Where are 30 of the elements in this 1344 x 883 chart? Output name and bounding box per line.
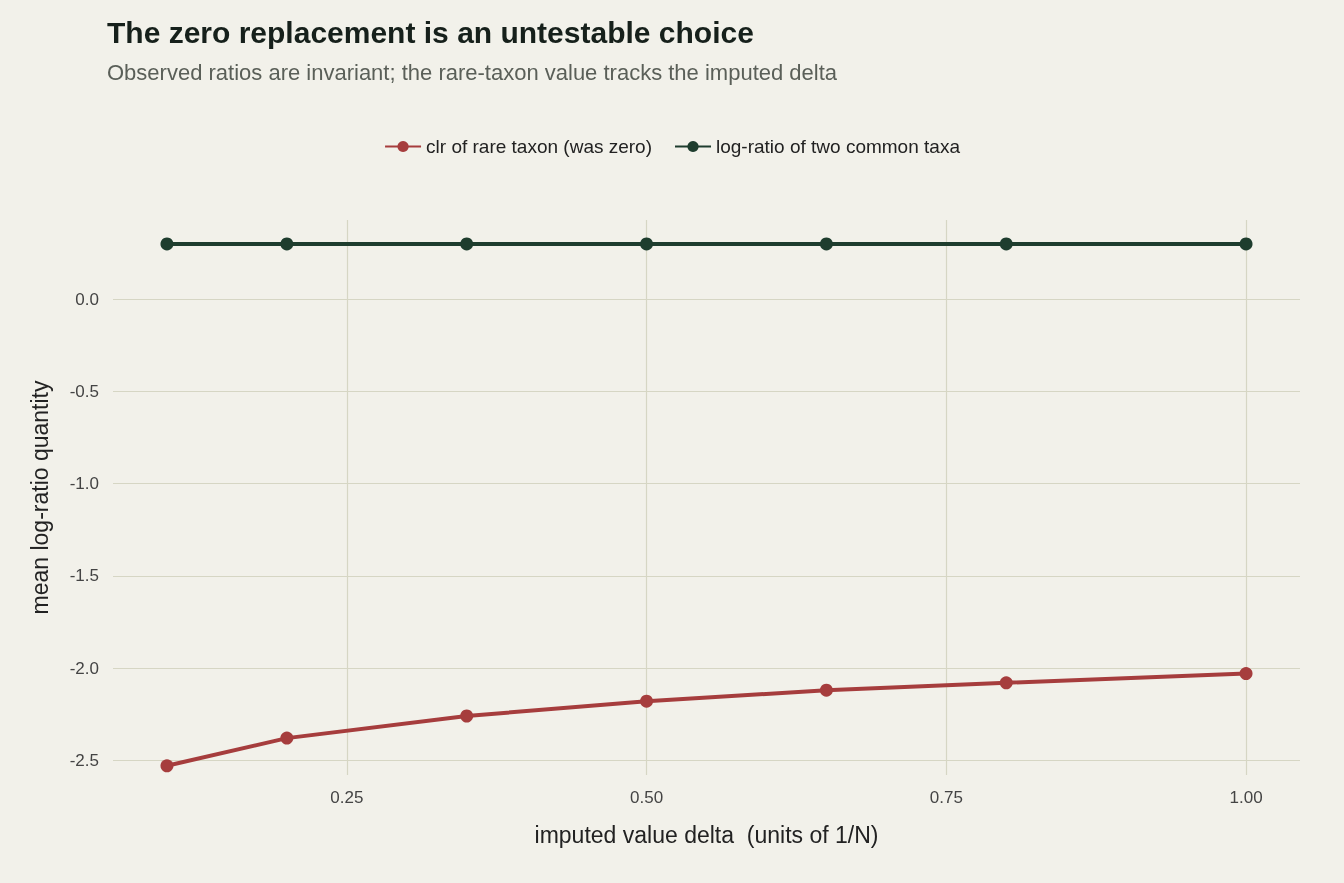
y-tick-label: -2.0 (69, 658, 99, 678)
y-tick-label: -1.5 (69, 566, 99, 586)
point (819, 237, 833, 251)
y-tick-label: -0.5 (69, 381, 99, 401)
chart-title: The zero replacement is an untestable choice (107, 15, 754, 49)
x-tick-label: 0.50 (630, 788, 664, 807)
legend-label: log-ratio of two common taxa (716, 136, 961, 157)
point (460, 237, 474, 251)
point (280, 731, 294, 745)
point (460, 709, 474, 723)
point (640, 694, 654, 708)
point (999, 237, 1013, 251)
chart-subtitle: Observed ratios are invariant; the rare-taxon value tracks the imputed delta (107, 59, 838, 85)
x-tick-label: 1.00 (1229, 788, 1263, 807)
x-tick-label: 0.75 (929, 788, 963, 807)
y-axis-title: mean log-ratio quantity (26, 380, 53, 615)
point (1239, 237, 1253, 251)
point (640, 237, 654, 251)
point (819, 683, 833, 697)
point (160, 759, 174, 773)
legend-label: clr of rare taxon (was zero) (426, 136, 653, 157)
point (160, 237, 174, 251)
y-tick-label: -2.5 (69, 750, 99, 770)
point (280, 237, 294, 251)
y-tick-label: 0.0 (75, 289, 99, 309)
point (1239, 667, 1253, 681)
y-tick-label: -1.0 (69, 474, 99, 494)
x-axis-title: imputed value delta (units of 1/N) (534, 821, 879, 848)
x-tick-label: 0.25 (330, 788, 364, 807)
point (999, 676, 1013, 690)
